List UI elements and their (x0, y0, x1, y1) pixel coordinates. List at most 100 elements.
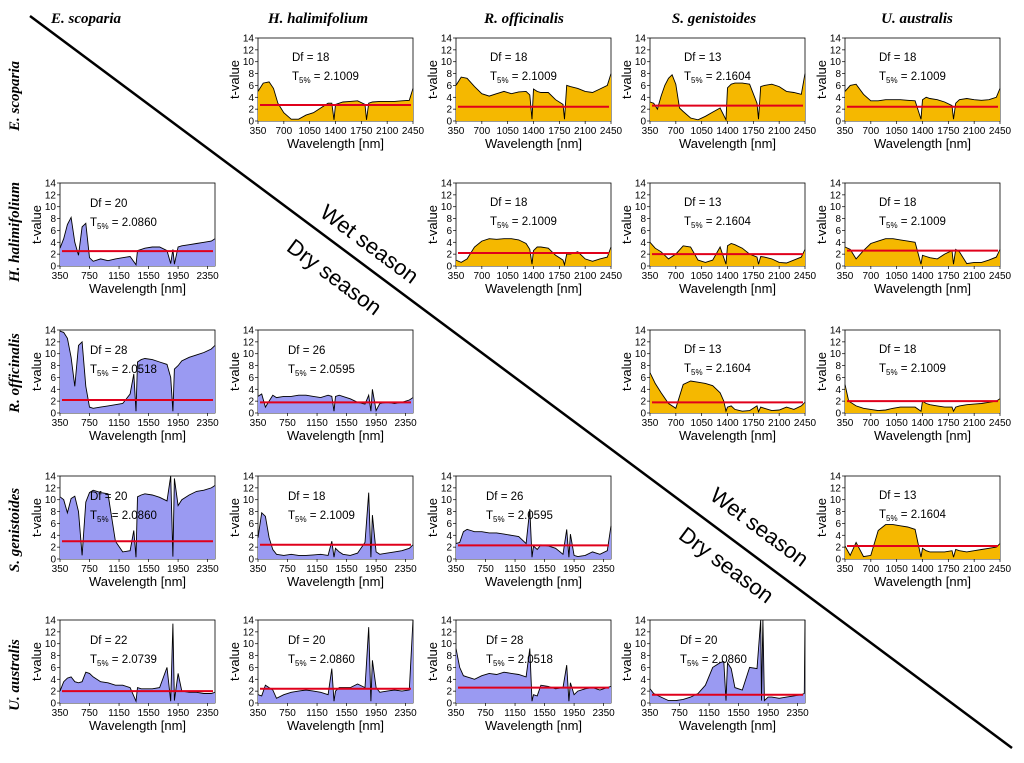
t5-label: T5% = 2.1009 (879, 216, 946, 230)
y-tick-label: 14 (830, 472, 842, 483)
df-label: Df = 18 (292, 52, 329, 64)
y-tick-label: 10 (45, 349, 57, 360)
x-tick-label: 1150 (698, 708, 720, 719)
x-axis-label: Wavelength [nm] (287, 574, 384, 589)
y-tick-label: 0 (50, 699, 56, 710)
x-tick-label: 1050 (886, 564, 909, 575)
y-tick-label: 8 (640, 69, 646, 80)
x-axis-label: Wavelength [nm] (89, 281, 186, 296)
x-tick-label: 2450 (989, 271, 1012, 282)
y-axis-label: t-value (425, 498, 440, 537)
y-tick-label: 4 (50, 675, 56, 686)
t-value-curve-r4c1 (257, 619, 414, 702)
t-value-curve-r2c0 (59, 330, 216, 412)
y-tick-label: 2 (446, 543, 452, 554)
x-axis-label: Wavelength [nm] (679, 428, 776, 443)
x-tick-label: 1050 (691, 418, 714, 429)
x-tick-label: 2450 (989, 564, 1012, 575)
x-tick-label: 1050 (691, 126, 714, 137)
t-value-curve-r2c4 (844, 384, 1001, 413)
x-tick-label: 1050 (299, 126, 322, 137)
x-tick-label: 700 (862, 126, 879, 137)
x-tick-label: 750 (81, 418, 98, 429)
t5-label: T5% = 2.1009 (879, 363, 946, 377)
x-tick-label: 1150 (504, 708, 526, 719)
y-tick-label: 14 (441, 34, 453, 45)
y-tick-label: 4 (835, 238, 841, 249)
y-tick-label: 14 (243, 326, 255, 337)
x-tick-label: 1050 (497, 126, 520, 137)
x-tick-label: 350 (448, 708, 465, 719)
t5-label: T5% = 2.1604 (879, 509, 946, 523)
df-label: Df = 28 (90, 345, 127, 357)
df-label: Df = 18 (490, 197, 527, 209)
x-tick-label: 1400 (522, 271, 545, 282)
y-tick-label: 8 (248, 69, 254, 80)
x-tick-label: 700 (667, 271, 684, 282)
y-tick-label: 12 (830, 45, 842, 56)
x-axis-label: Wavelength [nm] (287, 136, 384, 151)
y-tick-label: 6 (835, 81, 841, 92)
plot-frame-r2c4 (844, 329, 1001, 414)
x-tick-label: 750 (671, 708, 688, 719)
t5-label: T5% = 2.0739 (90, 654, 157, 668)
t5-label: T5% = 2.1009 (288, 510, 355, 524)
area-fill-r3c0 (60, 476, 215, 559)
x-tick-label: 1550 (533, 564, 556, 575)
x-tick-label: 750 (477, 708, 494, 719)
t5-label: T5% = 2.0518 (90, 364, 157, 378)
y-tick-label: 6 (835, 226, 841, 237)
y-tick-label: 4 (835, 93, 841, 104)
y-tick-label: 10 (441, 202, 453, 213)
x-tick-label: 2100 (963, 564, 986, 575)
y-tick-label: 4 (446, 675, 452, 686)
y-tick-label: 12 (635, 190, 647, 201)
y-tick-label: 10 (635, 202, 647, 213)
y-tick-label: 0 (446, 555, 452, 566)
area-fill-r3c4 (845, 524, 1000, 559)
y-tick-label: 0 (835, 409, 841, 420)
y-tick-label: 8 (50, 651, 56, 662)
y-tick-label: 8 (835, 214, 841, 225)
y-tick-label: 10 (45, 202, 57, 213)
y-tick-label: 10 (441, 495, 453, 506)
x-tick-label: 1150 (108, 708, 130, 719)
x-tick-label: 1750 (937, 564, 960, 575)
y-tick-label: 8 (446, 214, 452, 225)
y-tick-label: 2 (835, 105, 841, 116)
y-tick-label: 0 (835, 555, 841, 566)
x-tick-label: 2350 (786, 708, 809, 719)
t-value-curve-r1c3 (649, 242, 806, 265)
y-axis-label: t-value (29, 205, 44, 244)
area-fill-r0c1 (258, 81, 413, 121)
x-tick-label: 1050 (886, 418, 909, 429)
y-tick-label: 2 (835, 250, 841, 261)
x-tick-label: 2350 (592, 564, 615, 575)
x-tick-label: 700 (473, 271, 490, 282)
y-axis-label: t-value (227, 498, 242, 537)
x-tick-label: 1750 (548, 271, 571, 282)
y-tick-label: 4 (446, 531, 452, 542)
y-axis-label: t-value (29, 498, 44, 537)
x-tick-label: 2350 (196, 708, 219, 719)
y-tick-label: 6 (248, 663, 254, 674)
y-tick-label: 12 (635, 627, 647, 638)
x-tick-label: 350 (250, 564, 267, 575)
y-tick-label: 10 (243, 639, 255, 650)
y-tick-label: 8 (50, 507, 56, 518)
x-tick-label: 750 (81, 271, 98, 282)
y-tick-label: 0 (446, 262, 452, 273)
t-value-curve-r0c4 (844, 83, 1001, 120)
y-tick-label: 10 (45, 495, 57, 506)
t-value-curve-r4c0 (59, 623, 216, 703)
y-tick-label: 4 (50, 531, 56, 542)
y-tick-label: 6 (248, 519, 254, 530)
x-tick-label: 750 (279, 418, 296, 429)
x-axis-label: Wavelength [nm] (874, 428, 971, 443)
x-tick-label: 1050 (497, 271, 520, 282)
x-tick-label: 2100 (376, 126, 399, 137)
y-tick-label: 0 (640, 117, 646, 128)
